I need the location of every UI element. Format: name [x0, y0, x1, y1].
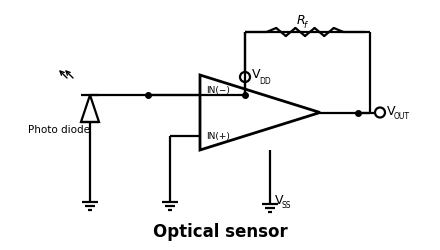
Text: R: R [297, 14, 306, 28]
Text: Photo diode: Photo diode [28, 125, 90, 135]
Text: V: V [387, 105, 396, 118]
Text: V: V [252, 68, 260, 82]
Text: DD: DD [259, 76, 271, 86]
Text: OUT: OUT [394, 112, 410, 121]
Text: IN(+): IN(+) [206, 132, 230, 140]
Text: f: f [303, 20, 306, 30]
Text: SS: SS [282, 202, 291, 210]
Text: Optical sensor: Optical sensor [153, 223, 287, 241]
Text: V: V [275, 194, 283, 206]
Text: IN(−): IN(−) [206, 86, 230, 96]
